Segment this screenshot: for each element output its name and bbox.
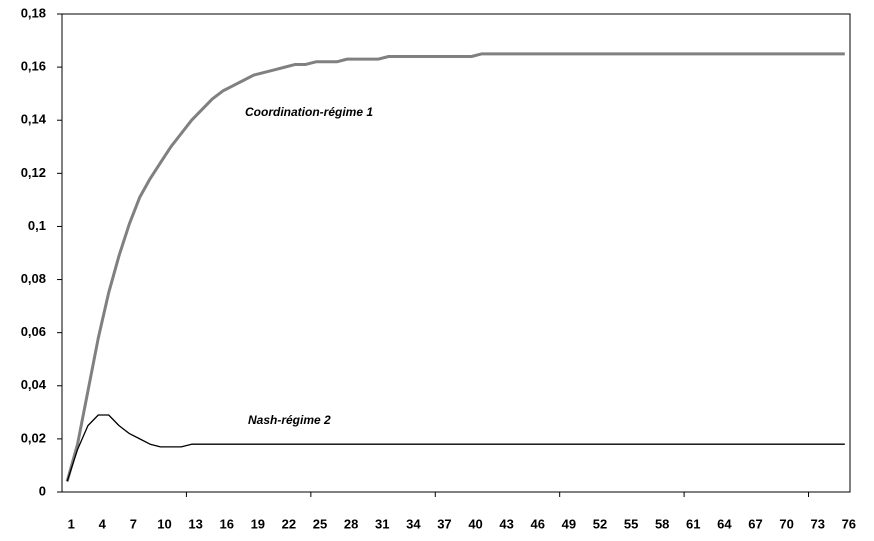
y-tick-label: 0,04 — [21, 377, 47, 392]
x-tick-label: 34 — [406, 516, 421, 531]
y-tick-label: 0,02 — [21, 430, 46, 445]
x-tick-label: 31 — [375, 516, 389, 531]
x-tick-label: 61 — [686, 516, 700, 531]
x-tick-label: 52 — [593, 516, 607, 531]
y-tick-label: 0,12 — [21, 165, 46, 180]
y-tick-label: 0,14 — [21, 112, 47, 127]
x-tick-label: 19 — [251, 516, 265, 531]
x-tick-label: 76 — [842, 516, 856, 531]
x-tick-label: 40 — [468, 516, 482, 531]
x-tick-label: 70 — [779, 516, 793, 531]
y-tick-label: 0 — [39, 483, 46, 498]
x-tick-label: 58 — [655, 516, 669, 531]
y-tick-label: 0,18 — [21, 5, 46, 20]
x-tick-label: 4 — [99, 516, 107, 531]
y-tick-label: 0,06 — [21, 324, 46, 339]
x-tick-label: 1 — [68, 516, 75, 531]
plot-frame — [61, 13, 851, 493]
y-tick-label: 0,16 — [21, 59, 46, 74]
x-tick-label: 16 — [219, 516, 233, 531]
series-label: Coordination-régime 1 — [245, 105, 373, 119]
x-tick-label: 25 — [313, 516, 327, 531]
x-tick-label: 49 — [562, 516, 576, 531]
series-line — [65, 52, 845, 482]
x-tick-label: 37 — [437, 516, 451, 531]
series-line — [66, 414, 845, 482]
x-tick-label: 22 — [282, 516, 296, 531]
x-tick-label: 64 — [717, 516, 732, 531]
series-label: Nash-régime 2 — [248, 413, 331, 427]
y-tick-label: 0,1 — [28, 218, 46, 233]
x-tick-label: 28 — [344, 516, 358, 531]
x-tick-label: 67 — [748, 516, 762, 531]
x-tick-label: 43 — [499, 516, 513, 531]
y-tick-label: 0,08 — [21, 271, 46, 286]
x-tick-label: 10 — [157, 516, 171, 531]
x-tick-label: 73 — [810, 516, 824, 531]
x-tick-label: 13 — [188, 516, 202, 531]
x-tick-label: 55 — [624, 516, 638, 531]
x-tick-label: 7 — [130, 516, 137, 531]
x-tick-label: 46 — [531, 516, 545, 531]
